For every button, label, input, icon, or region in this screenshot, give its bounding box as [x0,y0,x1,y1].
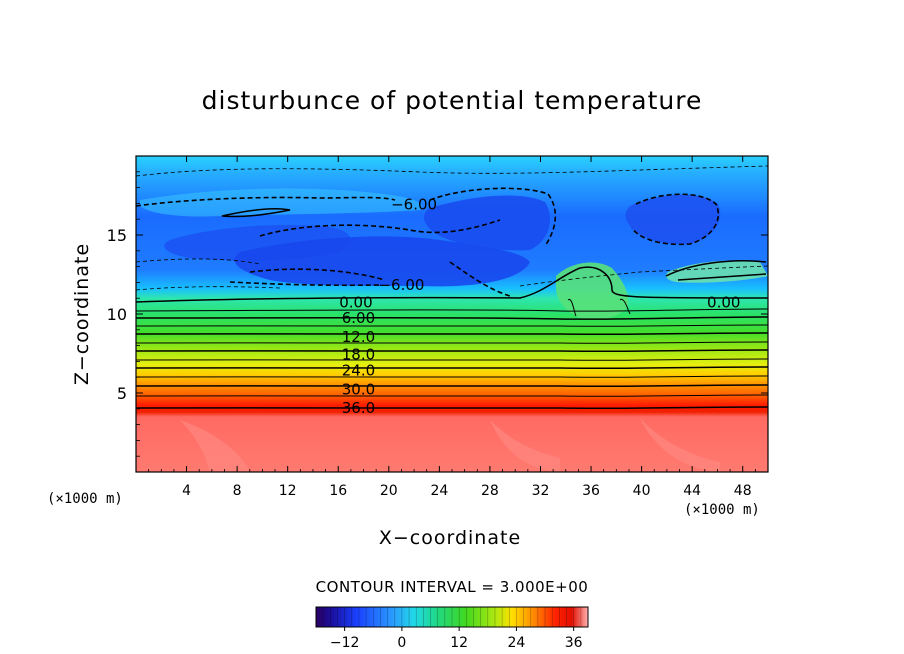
x-tick-label: 16 [329,483,347,499]
green-plume-east [666,260,768,283]
x-tick-label: 36 [582,483,600,499]
pink-wisp-3 [640,418,720,472]
colorbar [316,607,588,627]
x-tick-label: 44 [683,483,701,499]
y-tick-label: 15 [107,226,127,245]
x-axis: 4 8 12 16 20 24 28 32 36 40 44 48 [148,156,756,499]
contour-label: 18.0 [342,346,375,364]
contour-label: −6.00 [391,195,437,213]
colorbar-tick-label: 24 [508,635,526,651]
contour-label: 12.0 [342,328,375,346]
x-tick-label: 8 [233,483,242,499]
x-tick-label: 28 [481,483,499,499]
x-tick-label: 12 [279,483,297,499]
cold-pool-4 [625,194,721,245]
pink-wisp-1 [180,420,250,472]
x-unit-label-left: (×1000 m) [47,491,123,507]
colorbar-tick-label: −12 [330,635,360,651]
colorbar-ticks: −12 0 12 24 36 [330,627,583,651]
colorbar-tick-label: 12 [450,635,468,651]
colorbar-tick-label: 0 [397,635,406,651]
contour-labels: −6.00−6.000.00 0.006.0012.018.024.030.036… [339,195,740,417]
green-plume [556,262,629,320]
dashed-contours [136,187,719,297]
x-tick-label: 4 [182,483,191,499]
x-tick-label: 24 [430,483,448,499]
pink-wisp-2 [490,420,560,472]
contour-label: 0.00 [707,293,740,311]
contour-label: 6.00 [342,309,375,327]
contour-interval-label: CONTOUR INTERVAL = 3.000E+00 [315,578,589,596]
colorbar-bands [315,607,589,627]
x-tick-label: 48 [734,483,752,499]
y-tick-label: 5 [117,384,127,403]
y-axis: 5 10 15 [107,171,768,457]
solid-contours [136,207,768,410]
upper-cyan-streak [140,188,422,217]
contour-label: 24.0 [342,361,375,379]
cold-pool-2 [234,236,530,287]
colorbar-frame [315,606,589,628]
contour-label: −6.00 [378,276,424,294]
y-tick-label: 10 [107,305,127,324]
contour-label: 36.0 [342,399,375,417]
thin-dashed-contours [136,165,768,291]
x-unit-label-right: (×1000 m) [684,502,760,518]
x-tick-label: 32 [532,483,550,499]
cold-pool-3 [424,195,550,251]
contour-label: 30.0 [342,380,375,398]
chart-title: disturbunce of potential temperature [201,86,703,115]
contour-label: 0.00 [339,293,372,311]
x-axis-label: X−coordinate [378,527,522,549]
x-tick-label: 40 [633,483,651,499]
x-tick-label: 20 [380,483,398,499]
y-axis-label: Z−coordinate [71,242,93,386]
colorbar-tick-label: 36 [565,635,583,651]
